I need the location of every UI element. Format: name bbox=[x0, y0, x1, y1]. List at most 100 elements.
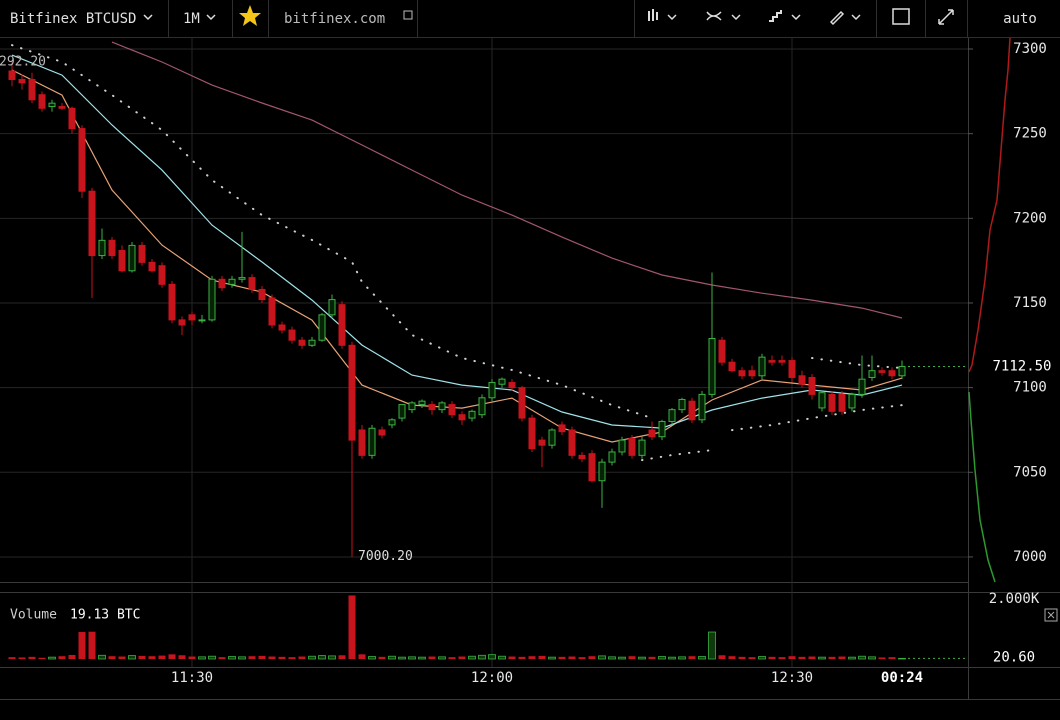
icon bbox=[648, 9, 658, 21]
volume-bar bbox=[898, 657, 906, 660]
candle-body bbox=[618, 439, 626, 453]
chevron bbox=[731, 14, 741, 21]
candle-body bbox=[128, 244, 136, 272]
candle-body bbox=[568, 429, 576, 456]
candle-body bbox=[508, 382, 516, 389]
volume-bar bbox=[568, 656, 576, 659]
chevron bbox=[206, 14, 216, 21]
volume-bar bbox=[658, 656, 666, 660]
candle-body bbox=[518, 387, 526, 419]
moving-average bbox=[111, 41, 903, 319]
volume-bar bbox=[178, 655, 186, 659]
candle-body bbox=[848, 393, 856, 409]
candle-body bbox=[58, 106, 66, 109]
candle-body bbox=[98, 239, 106, 257]
candle-body bbox=[438, 402, 446, 411]
favorite-star[interactable] bbox=[239, 5, 261, 26]
volume-bar bbox=[368, 656, 376, 660]
close-pane-button[interactable] bbox=[1044, 608, 1058, 622]
copy-icon[interactable] bbox=[403, 10, 413, 20]
sar-line bbox=[641, 449, 713, 462]
symbol-selector[interactable]: Bitfinex BTCUSD bbox=[10, 11, 136, 27]
candle-body bbox=[388, 419, 396, 426]
last-price-label: 7112.50 bbox=[992, 358, 1051, 374]
volume-bar bbox=[528, 656, 536, 659]
volume-bar bbox=[828, 656, 836, 659]
volume-bar bbox=[48, 656, 56, 660]
interval-selector[interactable]: 1M bbox=[183, 11, 200, 27]
low-label: 7000.20 bbox=[358, 549, 413, 564]
fullscreen-button[interactable] bbox=[938, 9, 954, 25]
volume-bar bbox=[698, 656, 706, 660]
volume-bar bbox=[278, 656, 286, 659]
chevron bbox=[143, 14, 153, 21]
candle-body bbox=[408, 402, 416, 411]
drawing-button[interactable] bbox=[829, 10, 861, 26]
volume-bar bbox=[738, 656, 746, 659]
scale-mode[interactable]: auto bbox=[1003, 11, 1037, 27]
icon bbox=[829, 10, 845, 26]
volume-tick-label: 2.000K bbox=[989, 591, 1040, 607]
candle-body bbox=[688, 400, 696, 421]
site-link[interactable]: bitfinex.com bbox=[284, 11, 385, 27]
volume-bar bbox=[38, 657, 46, 659]
indicators-button[interactable] bbox=[706, 11, 741, 21]
candle-body bbox=[798, 375, 806, 385]
candle-body bbox=[278, 324, 286, 331]
volume-bar bbox=[268, 656, 276, 659]
candle-body bbox=[188, 314, 196, 321]
candle-body bbox=[888, 370, 896, 377]
chevron bbox=[667, 14, 677, 21]
candle-body bbox=[168, 283, 176, 321]
y-tick-label: 7200 bbox=[1013, 210, 1047, 226]
candle-body bbox=[258, 288, 266, 301]
candle-body bbox=[808, 376, 816, 395]
volume-bar bbox=[718, 655, 726, 659]
volume-bar bbox=[58, 656, 66, 659]
candle-body bbox=[298, 339, 306, 346]
volume-bar bbox=[758, 656, 766, 660]
volume-bar bbox=[18, 657, 26, 659]
sar-line bbox=[11, 44, 653, 420]
volume-bar bbox=[188, 656, 196, 659]
volume-title: Volume bbox=[10, 608, 57, 623]
volume-bar bbox=[238, 656, 246, 660]
candle-body bbox=[598, 461, 606, 482]
candle-body bbox=[88, 190, 96, 257]
volume-bar bbox=[428, 656, 436, 659]
volume-bar bbox=[228, 656, 236, 660]
volume-bar bbox=[808, 656, 816, 659]
depth-asks bbox=[968, 37, 1011, 373]
candle-body bbox=[648, 429, 656, 438]
candle-body bbox=[288, 329, 296, 341]
candle-body bbox=[248, 277, 256, 290]
chevron bbox=[791, 14, 801, 21]
volume-bar bbox=[258, 655, 266, 659]
y-tick-label: 7100 bbox=[1013, 380, 1047, 396]
candle-body bbox=[68, 107, 76, 130]
candle-body bbox=[858, 378, 866, 395]
x-tick-label: 12:00 bbox=[471, 670, 513, 686]
candle-body bbox=[818, 392, 826, 409]
volume-bar bbox=[108, 656, 116, 659]
screenshot-button[interactable] bbox=[892, 8, 910, 25]
compare-button[interactable] bbox=[769, 10, 801, 22]
volume-bar bbox=[348, 595, 356, 659]
candle-body bbox=[788, 360, 796, 378]
candle-body bbox=[748, 370, 756, 377]
icon bbox=[706, 11, 722, 21]
candle-body bbox=[468, 410, 476, 419]
y-tick-label: 7150 bbox=[1013, 295, 1047, 311]
volume-bar bbox=[8, 657, 16, 659]
volume-bar bbox=[118, 656, 126, 659]
candle-body bbox=[678, 398, 686, 411]
volume-bar bbox=[848, 656, 856, 660]
candle-body bbox=[18, 78, 26, 84]
candle-body bbox=[778, 360, 786, 363]
close-icon bbox=[1047, 611, 1055, 619]
volume-bar bbox=[538, 655, 546, 659]
candle-body bbox=[138, 244, 146, 263]
volume-bar bbox=[408, 656, 416, 660]
chart-type-button[interactable] bbox=[648, 9, 677, 21]
